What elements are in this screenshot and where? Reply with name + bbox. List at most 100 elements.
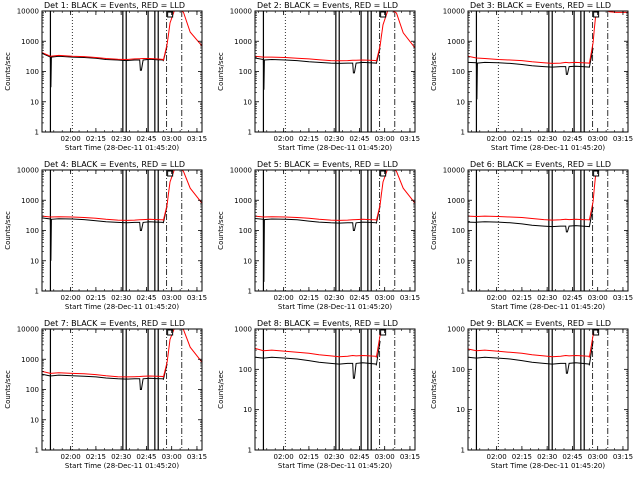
lld-series-line [255, 11, 415, 62]
y-tick-label: 100 [452, 227, 465, 235]
x-tick-label: 02:30 [324, 294, 344, 302]
x-tick-label: 03:00 [588, 453, 608, 461]
x-tick-label: 02:30 [324, 453, 344, 461]
lld-series-line [468, 170, 628, 221]
x-tick-label: 02:15 [86, 453, 106, 461]
y-tick-label: 1 [461, 129, 465, 137]
chart-panel: 1 10 100 1000 10000 02:00 02:15 02:30 02:45 03:00… [217, 1, 420, 152]
y-tick-label: 1000 [21, 197, 39, 205]
y-axis-label: Counts/sec [217, 211, 225, 250]
square-marker [380, 11, 387, 18]
x-tick-label: 03:00 [375, 135, 395, 143]
y-tick-label: 10 [456, 98, 465, 106]
x-axis-label: Start Time (28-Dec-11 01:45:20) [491, 462, 605, 470]
plot-frame [467, 328, 629, 451]
plot-area [42, 170, 202, 291]
x-tick-label: 02:45 [562, 453, 582, 461]
x-tick-label: 02:30 [537, 453, 557, 461]
y-axis-label: Counts/sec [430, 211, 438, 250]
x-tick-label: 02:00 [274, 453, 294, 461]
plot-area [42, 11, 202, 132]
y-tick-label: 10 [243, 257, 252, 265]
square-marker [593, 170, 600, 177]
x-tick-label: 03:15 [400, 135, 420, 143]
events-series-line [255, 47, 381, 90]
x-tick-label: 02:45 [136, 135, 156, 143]
x-tick-label: 03:15 [613, 294, 633, 302]
panel-title: Det 3: BLACK = Events, RED = LLD [470, 1, 611, 10]
x-axis-label: Start Time (28-Dec-11 01:45:20) [65, 462, 179, 470]
x-tick-label: 02:15 [86, 135, 106, 143]
y-axis-label: Counts/sec [430, 52, 438, 91]
x-tick-label: 03:00 [375, 453, 395, 461]
y-tick-label: 1 [248, 447, 252, 455]
y-tick-label: 10000 [443, 167, 465, 175]
y-tick-label: 10 [243, 98, 252, 106]
y-axis-label: Counts/sec [217, 52, 225, 91]
square-marker [167, 170, 174, 177]
plot-frame [254, 169, 416, 292]
plot-frame [41, 328, 203, 451]
y-tick-label: 10000 [17, 167, 39, 175]
x-axis-label: Start Time (28-Dec-11 01:45:20) [491, 144, 605, 152]
y-tick-label: 10 [30, 416, 39, 424]
y-tick-label: 1000 [234, 197, 252, 205]
lld-series-line [42, 170, 202, 221]
y-tick-label: 10000 [17, 326, 39, 334]
lld-series-line [468, 329, 628, 358]
y-axis-label: Counts/sec [4, 52, 12, 91]
x-tick-label: 02:45 [349, 135, 369, 143]
square-marker [380, 170, 387, 177]
chart-panel: 1 10 100 1000 10000 02:00 02:15 02:30 02:45 03:00… [4, 319, 207, 470]
y-tick-label: 10000 [17, 8, 39, 16]
y-tick-label: 1 [35, 288, 39, 296]
square-marker [593, 329, 600, 336]
lld-series-line [255, 329, 415, 358]
x-tick-label: 02:00 [487, 453, 507, 461]
x-tick-label: 03:15 [613, 453, 633, 461]
y-tick-label: 1000 [447, 326, 465, 334]
panel-title: Det 7: BLACK = Events, RED = LLD [44, 319, 185, 328]
panel-title: Det 4: BLACK = Events, RED = LLD [44, 160, 185, 169]
x-tick-label: 02:15 [299, 453, 319, 461]
lld-series-line [42, 329, 202, 378]
x-tick-label: 02:30 [324, 135, 344, 143]
x-tick-label: 02:15 [86, 294, 106, 302]
y-tick-label: 1 [35, 447, 39, 455]
chart-panel: 1 10 100 1000 10000 02:00 02:15 02:30 02:45 03:00… [217, 160, 420, 311]
square-marker [380, 329, 387, 336]
y-axis-label: Counts/sec [4, 211, 12, 250]
x-tick-label: 03:00 [588, 135, 608, 143]
events-series-line [255, 205, 381, 282]
plot-frame [41, 10, 203, 133]
plot-frame [41, 169, 203, 292]
x-axis-label: Start Time (28-Dec-11 01:45:20) [278, 144, 392, 152]
x-tick-label: 02:00 [487, 294, 507, 302]
x-axis-label: Start Time (28-Dec-11 01:45:20) [491, 303, 605, 311]
x-axis-label: Start Time (28-Dec-11 01:45:20) [65, 303, 179, 311]
events-series-line [42, 363, 168, 390]
plot-area [468, 329, 628, 450]
chart-panel: 1 10 100 1000 02:00 02:15 02:30 02:45 03:00 03:15… [217, 319, 420, 470]
y-tick-label: 100 [452, 366, 465, 374]
chart-panel: 1 10 100 1000 10000 02:00 02:15 02:30 02:45 03:00… [4, 160, 207, 311]
x-tick-label: 02:00 [61, 453, 81, 461]
y-tick-label: 1000 [21, 356, 39, 364]
y-tick-label: 1000 [234, 38, 252, 46]
square-marker [167, 329, 174, 336]
x-tick-label: 02:30 [111, 294, 131, 302]
y-tick-label: 1 [35, 129, 39, 137]
y-tick-label: 100 [26, 227, 39, 235]
chart-panel: 1 10 100 1000 10000 02:00 02:15 02:30 02:45 03:00… [430, 160, 633, 311]
events-series-line [468, 47, 594, 100]
panel-title: Det 1: BLACK = Events, RED = LLD [44, 1, 185, 10]
panel-title: Det 8: BLACK = Events, RED = LLD [257, 319, 398, 328]
x-tick-label: 03:00 [162, 294, 182, 302]
y-tick-label: 1 [248, 129, 252, 137]
y-tick-label: 100 [239, 68, 252, 76]
x-tick-label: 02:45 [349, 453, 369, 461]
x-tick-label: 02:15 [299, 135, 319, 143]
chart-panel: 1 10 100 1000 02:00 02:15 02:30 02:45 03:00 03:15… [430, 319, 633, 470]
y-tick-label: 100 [26, 68, 39, 76]
events-series-line [468, 206, 594, 233]
